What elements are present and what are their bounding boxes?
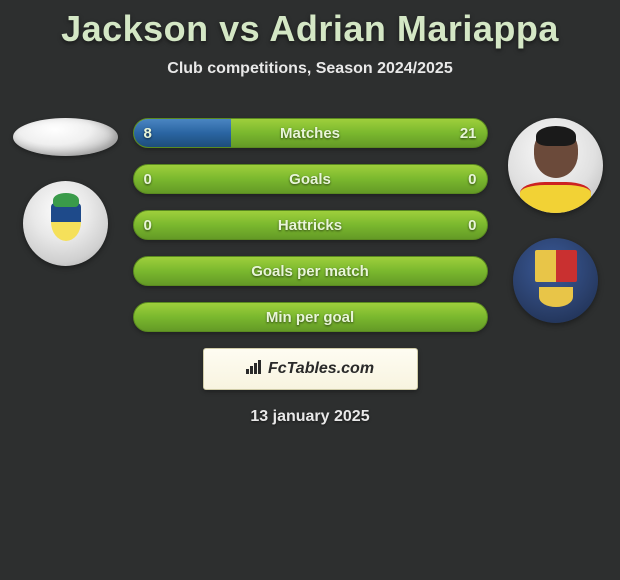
stat-value-right: 0 [468,165,476,193]
page-subtitle: Club competitions, Season 2024/2025 [0,60,620,78]
stat-bar-matches: 8 Matches 21 [133,118,488,148]
stat-label: Goals per match [134,257,487,285]
player-left-avatar [13,118,118,156]
comparison-content: 8 Matches 21 0 Goals 0 0 Hattricks 0 Goa… [0,118,620,426]
player-right-avatar [508,118,603,213]
brand-box: FcTables.com [203,348,418,390]
page-title: Jackson vs Adrian Mariappa [0,0,620,50]
chart-bars-icon [246,360,264,379]
stats-bars: 8 Matches 21 0 Goals 0 0 Hattricks 0 Goa… [133,118,488,332]
brand-text: FcTables.com [246,360,374,379]
stat-label: Min per goal [134,303,487,331]
stat-bar-goals: 0 Goals 0 [133,164,488,194]
footer-date: 13 january 2025 [0,408,620,426]
stat-label: Goals [134,165,487,193]
stat-label: Matches [134,119,487,147]
brand-label: FcTables.com [268,360,374,378]
stat-bar-min-per-goal: Min per goal [133,302,488,332]
stat-label: Hattricks [134,211,487,239]
club-badge-right [513,238,598,323]
stat-bar-goals-per-match: Goals per match [133,256,488,286]
right-player-column [500,118,610,323]
stat-bar-hattricks: 0 Hattricks 0 [133,210,488,240]
stat-value-right: 0 [468,211,476,239]
left-player-column [10,118,120,266]
club-badge-left [23,181,108,266]
stat-value-right: 21 [460,119,477,147]
